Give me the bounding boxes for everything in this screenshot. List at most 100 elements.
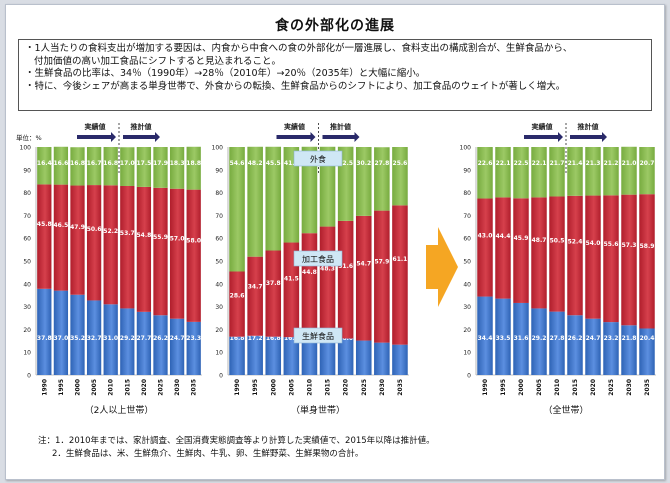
- x-tick-label: 2025: [361, 379, 368, 396]
- bar-segment: [639, 147, 655, 195]
- data-label: 32.7: [87, 335, 102, 342]
- data-label: 18.8: [186, 160, 201, 167]
- bar-segment: [319, 146, 336, 227]
- x-tick-label: 2020: [590, 379, 597, 396]
- bar-segment: [86, 300, 102, 375]
- bar-segment: [70, 185, 85, 295]
- bar-segment: [186, 321, 201, 375]
- bar-segment: [603, 322, 619, 375]
- y-tick-label: 40: [215, 281, 223, 288]
- x-tick-label: 2020: [141, 379, 148, 396]
- y-tick-label: 20: [23, 327, 31, 334]
- series-label-box: [293, 327, 343, 344]
- actual-arrow: [77, 132, 116, 142]
- data-label: 21.8: [622, 335, 637, 342]
- bar-segment: [603, 147, 619, 196]
- chart-title: （全世帯）: [543, 404, 588, 416]
- x-tick-label: 2005: [536, 379, 543, 396]
- bar-segment: [247, 335, 263, 375]
- x-tick-label: 2030: [174, 379, 181, 396]
- data-label: 45.9: [514, 235, 529, 242]
- series-label-box: [293, 250, 343, 267]
- bar-segment: [621, 146, 637, 195]
- bar-segment: [169, 147, 185, 189]
- bar-segment: [247, 256, 263, 336]
- data-label: 57.9: [374, 258, 389, 265]
- series-label-box: [293, 150, 343, 167]
- data-label: 58.0: [186, 238, 201, 245]
- bar-segment: [392, 205, 408, 345]
- data-label: 26.2: [153, 335, 168, 342]
- bar-segment: [567, 195, 583, 316]
- x-tick-label: 1990: [41, 379, 48, 396]
- slide: 食の外部化の進展 ・1人当たりの食料支出が増加する要因は、内食から中食への食の外…: [5, 4, 665, 480]
- x-tick-label: 1995: [58, 379, 65, 396]
- footnote-2: 2．生鮮食品は、米、生鮮魚介、生鮮肉、牛乳、卵、生鮮野菜、生鮮果物の合計。: [52, 449, 364, 459]
- data-label: 16.6: [53, 160, 68, 167]
- x-tick-label: 2015: [124, 379, 131, 396]
- data-label: 57.0: [170, 236, 185, 243]
- bar-segment: [103, 185, 118, 305]
- y-tick-label: 90: [463, 167, 471, 174]
- bar-segment: [567, 147, 583, 196]
- data-label: 17.9: [153, 160, 168, 167]
- y-tick-label: 40: [463, 281, 471, 288]
- y-tick-label: 0: [467, 373, 471, 380]
- projection-label: 推計値: [131, 122, 152, 131]
- x-tick-label: 2015: [325, 379, 332, 396]
- data-label: 47.9: [70, 224, 85, 231]
- bar-segment: [301, 335, 318, 375]
- data-label: 22.5: [514, 160, 529, 167]
- y-tick-label: 30: [23, 304, 31, 311]
- footnotes: 注：1．2010年までは、家計調査、全国消費実態調査等より計算した実績値で、20…: [38, 435, 435, 461]
- y-tick-label: 0: [27, 373, 31, 380]
- y-tick-label: 50: [23, 259, 31, 266]
- bar-segment: [374, 147, 390, 211]
- x-tick-label: 1995: [500, 379, 507, 396]
- data-label: 33.5: [496, 335, 511, 342]
- bar-segment: [265, 146, 282, 251]
- data-label: 16.8: [266, 335, 281, 342]
- data-label: 22.1: [532, 160, 547, 167]
- data-label: 17.2: [248, 335, 263, 342]
- data-label: 31.0: [103, 335, 118, 342]
- bar-segment: [603, 195, 619, 323]
- data-label: 44.4: [496, 233, 511, 240]
- data-label: 48.3: [320, 266, 335, 273]
- bar-segment: [355, 340, 372, 375]
- bar-segment: [531, 308, 547, 375]
- bar-segment: [136, 186, 152, 312]
- bar-segment: [392, 344, 408, 375]
- data-label: 41.5: [284, 275, 299, 282]
- bar-segment: [621, 325, 637, 375]
- bar-segment: [531, 197, 547, 309]
- y-tick-label: 30: [463, 304, 471, 311]
- data-label: 16.7: [87, 160, 102, 167]
- data-label: 31.6: [514, 335, 529, 342]
- bar-segment: [229, 147, 245, 272]
- data-label: 54.6: [230, 160, 245, 167]
- y-tick-label: 80: [215, 190, 223, 197]
- bar-segment: [567, 315, 583, 375]
- x-tick-label: 2025: [158, 379, 165, 396]
- bar-segment: [53, 290, 69, 375]
- data-label: 27.8: [550, 335, 565, 342]
- data-label: 45.5: [266, 160, 281, 167]
- projection-arrow: [570, 132, 607, 142]
- bar-segment: [283, 337, 300, 375]
- x-tick-label: 2000: [75, 379, 82, 396]
- bar-segment: [120, 308, 135, 375]
- y-tick-label: 50: [463, 259, 471, 266]
- bar-segment: [169, 318, 185, 375]
- x-tick-label: 2030: [379, 379, 386, 396]
- bar-segment: [513, 147, 529, 199]
- bar-segment: [513, 198, 529, 303]
- data-label: 21.0: [622, 160, 637, 167]
- bar-segment: [153, 187, 168, 316]
- bar-segment: [319, 336, 336, 375]
- data-label: 20.4: [640, 335, 655, 342]
- y-tick-label: 90: [215, 167, 223, 174]
- data-label: 51.6: [338, 263, 353, 270]
- bar-segment: [53, 146, 69, 185]
- data-label: 45.8: [37, 221, 52, 228]
